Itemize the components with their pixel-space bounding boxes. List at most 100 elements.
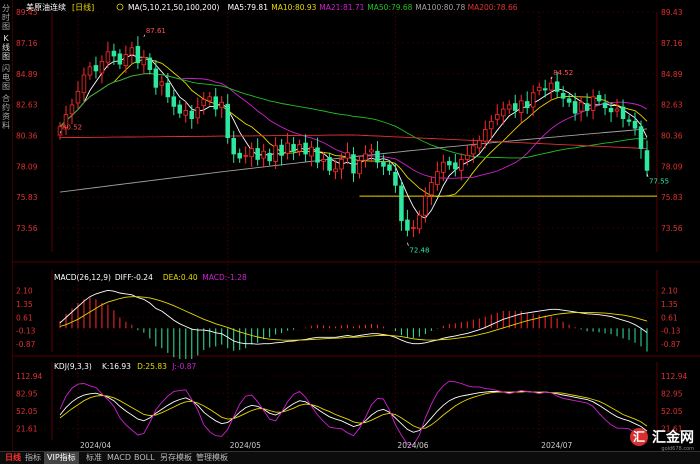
macd-tick-label: -0.87 bbox=[661, 340, 681, 349]
macd-tick-label: 2.10 bbox=[16, 286, 33, 295]
settings-icon[interactable] bbox=[116, 3, 124, 11]
candle-body bbox=[423, 195, 428, 216]
date-label: 2024/05 bbox=[230, 441, 261, 450]
toolbar-save-template[interactable]: 另存模板 bbox=[160, 453, 192, 462]
price-annotations: 87.61 80.52 72.48 84.52 77.55 bbox=[59, 27, 669, 255]
macd-axis: 2.10 2.10 1.35 1.35 0.61 0.61 -0.13 -0.13 -0.87 -… bbox=[16, 286, 681, 349]
candle-body bbox=[183, 110, 189, 116]
kdj-axis: 112.94 112.94 82.95 82.95 52.05 52.05 21.61 21.… bbox=[16, 372, 687, 433]
candle-body bbox=[117, 53, 123, 65]
annotation-pointer bbox=[550, 76, 553, 79]
price-annotation: 84.52 bbox=[553, 69, 573, 77]
candle-body bbox=[261, 150, 266, 159]
candle-body bbox=[249, 148, 254, 158]
candle-body bbox=[578, 101, 584, 112]
candle-body bbox=[560, 93, 566, 99]
candle-body bbox=[267, 152, 272, 162]
period-label: [日线] bbox=[72, 2, 94, 12]
sidebar-tab-timeshare[interactable]: 分时图 bbox=[2, 4, 10, 31]
candle-body bbox=[243, 154, 248, 157]
candle-body bbox=[471, 145, 476, 155]
ma-legend-item: MA(5,10,21,50,100,200) bbox=[128, 3, 219, 12]
bottom-toolbar: 日线 指标 VIP指标 标准 MACD BOLL 另存模板 管理模板 bbox=[0, 451, 700, 464]
candle-body bbox=[638, 126, 644, 149]
price-annotation: 87.61 bbox=[146, 27, 166, 35]
kdj-line bbox=[59, 380, 648, 446]
ma200-line bbox=[60, 134, 648, 149]
price-tick-label: 75.83 bbox=[16, 193, 38, 202]
toolbar-manage-template[interactable]: 管理模板 bbox=[196, 453, 228, 462]
toolbar-vip-indicator[interactable]: VIP指标 bbox=[44, 452, 79, 464]
candle-body bbox=[530, 92, 536, 108]
date-label: 2024/07 bbox=[541, 441, 572, 450]
sidebar-tab-contract-info[interactable]: 合约资料 bbox=[2, 94, 10, 130]
candle-body bbox=[500, 108, 506, 117]
date-label: 2024/06 bbox=[397, 441, 428, 450]
candle-body bbox=[477, 139, 482, 149]
candle-body bbox=[321, 159, 326, 162]
sidebar-tab-kline[interactable]: K线图 bbox=[2, 34, 10, 61]
candle-body bbox=[506, 104, 512, 110]
candle-body bbox=[590, 96, 596, 111]
ma-legend: MA(5,10,21,50,100,200) MA5:79.81 MA10:80.9… bbox=[128, 3, 518, 12]
toolbar-boll[interactable]: BOLL bbox=[134, 453, 155, 462]
candle-body bbox=[411, 227, 416, 229]
candle-body bbox=[405, 219, 410, 231]
candle-body bbox=[273, 145, 278, 162]
candle-body bbox=[351, 154, 356, 174]
kdj-legend-item: J:-0.87 bbox=[171, 362, 196, 371]
kdj-tick-label: 21.61 bbox=[16, 424, 38, 433]
macd-line bbox=[59, 289, 648, 345]
toolbar-macd[interactable]: MACD bbox=[107, 453, 131, 462]
candle-body bbox=[129, 47, 135, 56]
price-annotation: 77.55 bbox=[649, 178, 669, 186]
macd-tick-label: 2.10 bbox=[661, 286, 678, 295]
sidebar: 分时图 K线图 闪电图 合约资料 bbox=[0, 0, 13, 463]
candle-body bbox=[447, 161, 452, 166]
macd-tick-label: -0.13 bbox=[661, 327, 681, 336]
candle-body bbox=[111, 50, 117, 57]
candle-body bbox=[57, 126, 63, 136]
kdj-header: KDJ(9,3,3) K:16.93 D:25.83 J:-0.87 bbox=[54, 362, 197, 371]
sidebar-tab-flash[interactable]: 闪电图 bbox=[2, 64, 10, 91]
toolbar-period[interactable]: 日线 bbox=[5, 453, 21, 462]
candle-body bbox=[542, 88, 548, 91]
ma-legend-item: MA200:78.66 bbox=[468, 3, 518, 12]
candle-body bbox=[177, 104, 183, 114]
candle-body bbox=[195, 107, 201, 119]
macd-legend: MACD(26,12,9) DIFF:-0.24 DEA:0.40 MACD:-1.2… bbox=[54, 273, 247, 282]
price-tick-label: 89.43 bbox=[661, 8, 683, 17]
price-tick-label: 80.36 bbox=[16, 131, 38, 140]
candle-body bbox=[536, 86, 542, 92]
ma-legend-item: MA5:79.81 bbox=[228, 3, 269, 12]
candle-body bbox=[363, 153, 368, 161]
macd-tick-label: 1.35 bbox=[661, 300, 678, 309]
macd-legend-item: DEA:0.40 bbox=[163, 273, 198, 282]
candle-body bbox=[596, 95, 602, 102]
date-axis: 2024/04 2024/05 2024/06 2024/07 bbox=[80, 441, 573, 450]
price-tick-label: 78.09 bbox=[661, 162, 683, 171]
candle-body bbox=[327, 156, 332, 171]
price-annotation: 80.52 bbox=[62, 123, 82, 131]
logo-text: 汇金网 bbox=[652, 430, 694, 446]
candle-body bbox=[75, 90, 81, 104]
chart-area[interactable]: 美原油连续 [日线] MA(5,10,21,50,100,200) MA5:79.… bbox=[12, 0, 700, 451]
candle-body bbox=[369, 149, 374, 153]
candle-body bbox=[207, 96, 213, 102]
candle-body bbox=[572, 101, 578, 114]
candle-body bbox=[213, 96, 218, 110]
candle-body bbox=[387, 164, 392, 171]
candle-body bbox=[644, 150, 650, 171]
kdj-lines bbox=[59, 380, 648, 446]
candle-body bbox=[429, 182, 434, 196]
toolbar-indicator[interactable]: 指标 bbox=[25, 453, 41, 462]
kdj-tick-label: 52.05 bbox=[661, 407, 683, 416]
candle-body bbox=[201, 99, 207, 107]
toolbar-standard[interactable]: 标准 bbox=[86, 453, 102, 462]
candle-body bbox=[141, 56, 147, 66]
price-tick-label: 80.36 bbox=[661, 131, 683, 140]
annotation-pointer bbox=[143, 34, 146, 37]
price-annotation: 72.48 bbox=[409, 247, 429, 255]
price-axis-right: 89.43 87.16 84.89 82.63 80.36 78.09 75.83 73.56 bbox=[661, 8, 683, 233]
candle-body bbox=[285, 142, 290, 154]
